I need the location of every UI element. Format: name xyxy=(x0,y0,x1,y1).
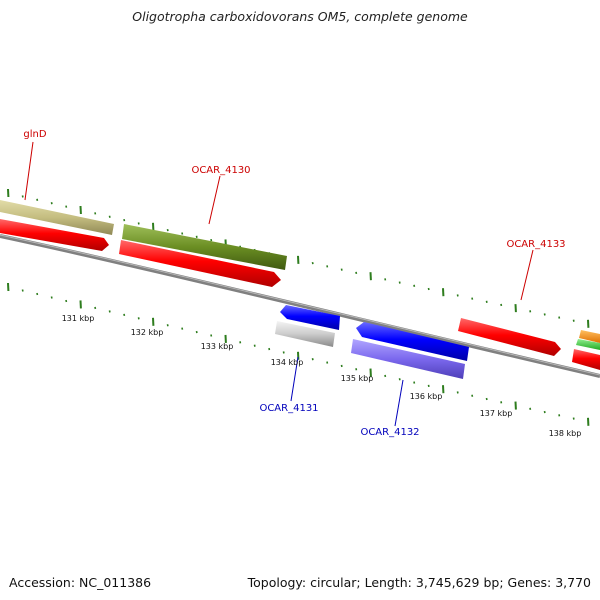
label-leader-ocar-4132 xyxy=(394,379,404,427)
accession-text: Accession: NC_011386 xyxy=(9,575,152,590)
cds-ocar-4132 xyxy=(356,322,469,361)
scale-label: 135 kbp xyxy=(341,374,374,383)
scale-label: 133 kbp xyxy=(201,342,234,351)
feature-silver xyxy=(275,321,335,347)
feature-khaki xyxy=(0,200,114,235)
scale-label: 132 kbp xyxy=(131,328,164,337)
scale-label: 137 kbp xyxy=(480,409,513,418)
gene-label-ocar-4132: OCAR_4132 xyxy=(360,427,419,438)
cds-forward-edge xyxy=(572,349,600,370)
label-leader-ocar-4133 xyxy=(520,249,534,301)
scale-label: 131 kbp xyxy=(62,314,95,323)
scale-label: 134 kbp xyxy=(271,358,304,367)
map-title: Oligotropha carboxidovorans OM5, complet… xyxy=(132,9,468,24)
inner-tick-track xyxy=(7,282,590,426)
gene-label-glnD: glnD xyxy=(23,129,46,140)
cds-forward-2 xyxy=(119,240,281,287)
genome-backbone xyxy=(0,234,600,378)
feature-slate xyxy=(351,339,465,379)
label-leader-ocar-4130 xyxy=(208,175,221,225)
gene-label-ocar-4130: OCAR_4130 xyxy=(191,165,250,176)
scale-label: 138 kbp xyxy=(549,429,582,438)
feature-green xyxy=(576,339,600,350)
genome-backbone-highlight xyxy=(0,234,600,376)
cds-forward-1 xyxy=(0,219,109,251)
gene-label-ocar-4131: OCAR_4131 xyxy=(259,403,318,414)
feature-olive xyxy=(122,224,287,270)
cds-ocar-4131 xyxy=(280,305,340,330)
scale-label: 136 kbp xyxy=(410,392,443,401)
label-leader-ocar-4131 xyxy=(290,356,299,402)
cds-ocar-4133 xyxy=(458,318,561,356)
label-leader-glnD xyxy=(24,141,34,201)
feature-orange xyxy=(579,330,600,343)
gene-label-ocar-4133: OCAR_4133 xyxy=(506,239,565,250)
topology-text: Topology: circular; Length: 3,745,629 bp… xyxy=(247,575,591,590)
scale-labels: 131 kbp 132 kbp 133 kbp 134 kbp 135 kbp … xyxy=(62,314,582,438)
